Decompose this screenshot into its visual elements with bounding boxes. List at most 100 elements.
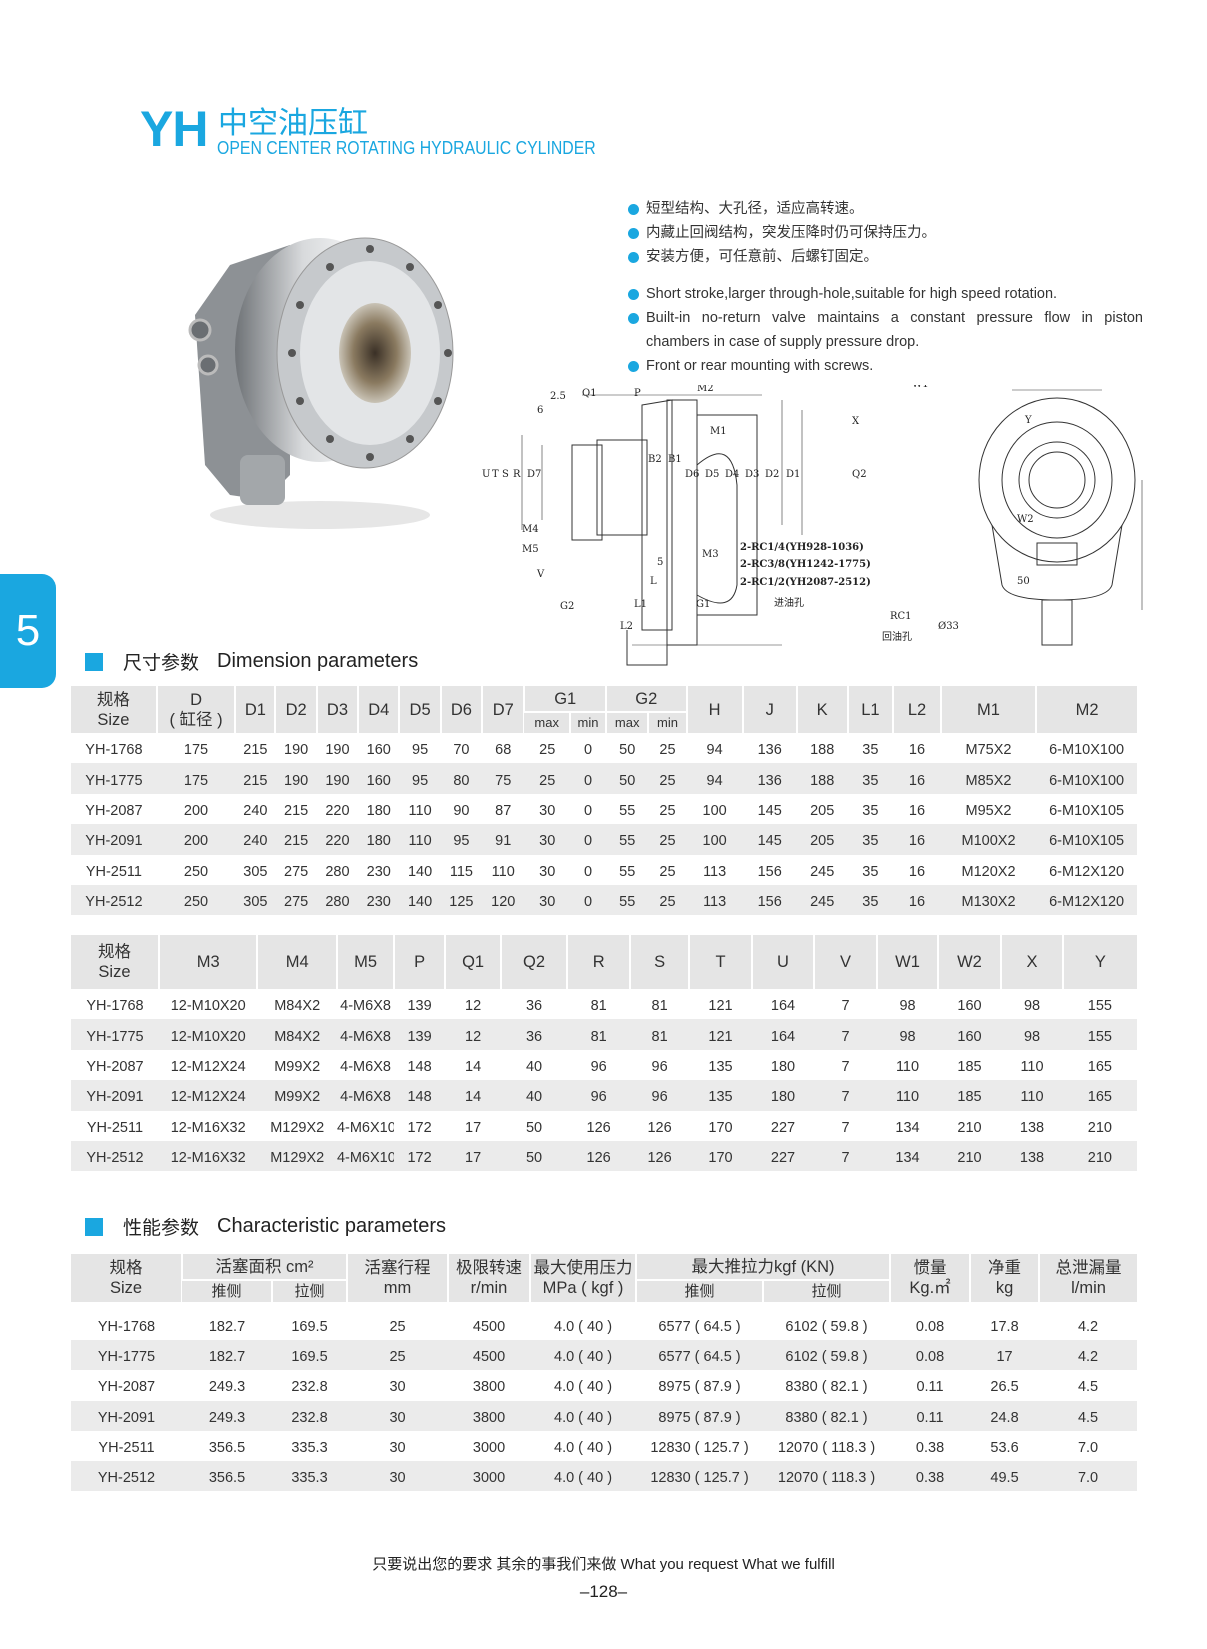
cell-model: YH-1768 (71, 1310, 182, 1341)
table-row: YH-2091 249.3 232.8 30 3800 4.0 ( 40 ) 8975 ( … (71, 1400, 1138, 1431)
table-cell: 245 (796, 884, 848, 916)
table-cell: M75X2 (965, 742, 1012, 759)
col-header-g1: G1 (523, 686, 607, 712)
dimension-label: D5 (705, 469, 719, 480)
section-title-en: Characteristic parameters (217, 1215, 446, 1237)
table-row: YH-2087 12-M12X24 M99X2 4-M6X8 148 14 40 96 96 13… (71, 1050, 1137, 1080)
table-cell: 4-M6X8 (336, 1019, 395, 1050)
dimension-label: L (650, 576, 657, 587)
table-cell: 7 (813, 1140, 878, 1172)
table-cell: 169.5 (272, 1340, 348, 1371)
table-cell: 16 (893, 824, 941, 855)
dimension-label: M5 (522, 544, 539, 555)
table-cell: 160 (957, 998, 982, 1015)
table-cell: 175 (183, 742, 209, 759)
table-cell: 110 (408, 802, 432, 819)
table-cell: 12830 ( 125.7 ) (636, 1430, 764, 1461)
table-cell: 227 (752, 1140, 814, 1172)
table-cell: 245 (810, 863, 835, 880)
col-header: X (1000, 935, 1063, 989)
col-inertia: 惯量 Kg.㎡ (889, 1254, 971, 1302)
table-cell: 6-M12X120 (1036, 884, 1137, 916)
table-row: YH-2511 12-M16X32 M129X2 4-M6X10 172 17 50 126 1… (71, 1111, 1137, 1141)
table-cell: 98 (899, 998, 916, 1015)
table-cell: M129X2 (270, 1119, 325, 1136)
table-cell: 50 (501, 1140, 567, 1172)
table-cell: 96 (630, 1080, 689, 1111)
table-cell: 4.0 ( 40 ) (530, 1370, 637, 1401)
dimension-label: RC1 (890, 611, 912, 622)
table-cell: 16 (908, 863, 926, 880)
col-leak: 总泄漏量 l/min (1038, 1254, 1138, 1302)
dimension-table-1: 规格 Size D( 缸径 ) D1 D2 D3 D4 D5 D6 D7 G1 G… (71, 686, 1137, 916)
table-cell: 25 (648, 884, 687, 916)
table-cell: 8380 ( 82.1 ) (763, 1400, 891, 1431)
cell-model: YH-2511 (86, 1119, 144, 1136)
table-cell: 165 (1087, 1058, 1112, 1075)
section-marker (85, 1217, 103, 1236)
cell-model: YH-2512 (71, 1140, 159, 1172)
section-heading-dimension: 尺寸参数 Dimension parameters (85, 648, 418, 675)
table-cell: 156 (757, 863, 782, 880)
table-cell: 126 (630, 1140, 689, 1172)
table-cell: 25 (659, 863, 676, 880)
table-cell: 35 (847, 884, 894, 916)
table-cell: 7 (813, 1080, 878, 1111)
table-cell: 0 (583, 863, 593, 880)
table-cell: 24.8 (970, 1400, 1040, 1431)
table-cell: M120X2 (961, 863, 1016, 880)
table-cell: 14 (445, 1080, 502, 1111)
table-cell: 25 (347, 1340, 449, 1371)
cell-model: YH-2091 (71, 824, 157, 855)
dimension-label: M3 (702, 549, 719, 560)
table-cell: 12-M10X20 (170, 998, 246, 1015)
table-cell: 182.7 (182, 1310, 272, 1341)
dimension-label: G1 (696, 599, 710, 610)
section-title-cn: 尺寸参数 (123, 652, 200, 674)
table-cell: 40 (501, 1080, 567, 1111)
col-header: L1 (846, 686, 894, 733)
dimension-label: L2 (620, 621, 633, 632)
table-cell: 17 (445, 1140, 502, 1172)
dimension-label: Q2 (852, 469, 867, 480)
table-cell: 0 (583, 742, 593, 759)
col-header: R (565, 935, 631, 989)
table-cell: 30 (347, 1430, 449, 1461)
table-cell: 205 (810, 802, 835, 819)
table-cell: 6-M10X100 (1036, 763, 1137, 794)
table-cell: 0 (569, 824, 607, 855)
table-cell: 0.08 (890, 1340, 971, 1371)
table-cell: 35 (847, 763, 894, 794)
table-cell: 156 (742, 884, 797, 916)
table-cell: 110 (895, 1058, 920, 1075)
table-cell: 95 (412, 742, 429, 759)
table-cell: 4.0 ( 40 ) (530, 1430, 637, 1461)
table-cell: 210 (937, 1140, 1002, 1172)
col-header: W2 (936, 935, 1002, 989)
brand-logo: YH (140, 101, 208, 157)
table-cell: 12-M10X20 (158, 1019, 258, 1050)
table-cell: M95X2 (965, 802, 1012, 819)
table-cell: 16 (908, 742, 926, 759)
table-cell: 0.38 (890, 1460, 971, 1492)
table-cell: 25 (648, 763, 687, 794)
table-cell: 55 (619, 863, 636, 880)
table-cell: 205 (796, 824, 848, 855)
table-cell: 113 (703, 863, 727, 880)
col-header: D2 (274, 686, 317, 733)
cell-model: YH-2087 (86, 1058, 144, 1075)
table-cell: 210 (1062, 1140, 1137, 1172)
dimension-label: Ø33 (938, 621, 959, 632)
col-header: Y (1061, 935, 1137, 989)
cell-model: YH-2512 (71, 1460, 182, 1492)
table-cell: 120 (482, 884, 525, 916)
table-cell: 155 (1087, 998, 1112, 1015)
dimension-label: S (502, 469, 509, 480)
table-cell: 30 (347, 1460, 449, 1492)
table-cell: 275 (284, 863, 309, 880)
table-cell: 25 (524, 763, 570, 794)
table-cell: 0.08 (890, 1310, 971, 1341)
table-cell: 356.5 (182, 1460, 272, 1492)
table-cell: 4-M6X10 (336, 1140, 395, 1172)
col-header: J (741, 686, 797, 733)
